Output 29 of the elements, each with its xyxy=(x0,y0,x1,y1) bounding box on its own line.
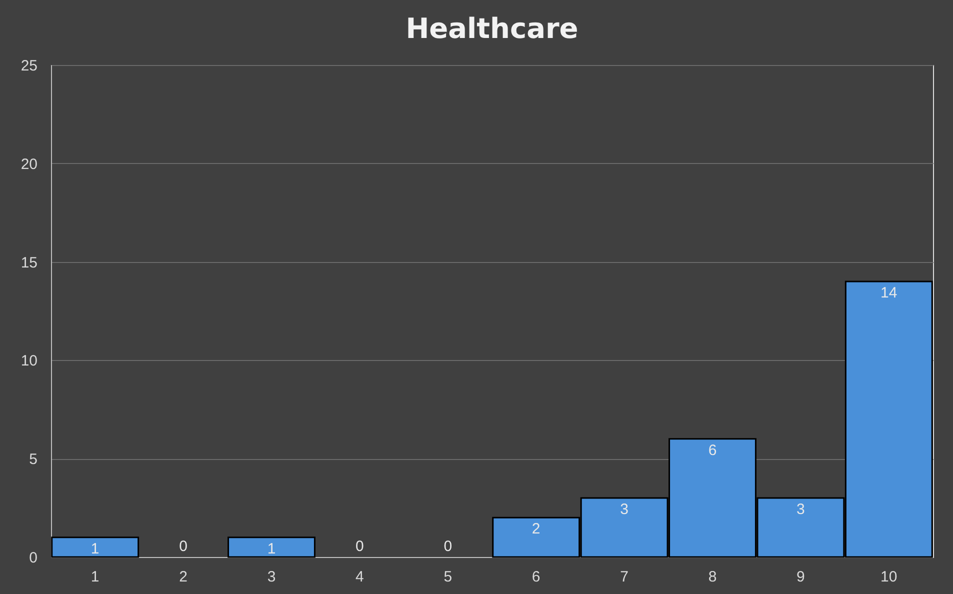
data-label: 14 xyxy=(880,284,898,302)
x-tick-label: 3 xyxy=(267,568,276,586)
data-label: 0 xyxy=(444,538,452,555)
y-tick-label: 5 xyxy=(29,451,38,468)
x-tick-label: 1 xyxy=(90,568,100,586)
x-tick-label: 8 xyxy=(708,568,717,586)
x-tick-label: 7 xyxy=(620,568,628,586)
x-tick-label: 5 xyxy=(444,568,452,586)
bar xyxy=(228,536,316,558)
data-label: 3 xyxy=(620,500,628,518)
x-tick-label: 4 xyxy=(356,568,364,586)
y-tick-label: 15 xyxy=(20,254,38,272)
data-label: 0 xyxy=(179,538,188,555)
x-tick-label: 9 xyxy=(796,568,805,586)
y-tick-label: 10 xyxy=(20,352,38,370)
data-label: 3 xyxy=(796,500,805,518)
data-label: 1 xyxy=(90,540,100,558)
x-tick-label: 10 xyxy=(880,568,898,586)
y-tick-label: 25 xyxy=(20,58,38,74)
y-tick-label: 0 xyxy=(29,550,38,566)
y-tick-label: 20 xyxy=(20,156,38,173)
x-tick-label: 2 xyxy=(179,568,188,586)
data-label: 6 xyxy=(708,442,717,459)
data-label: 1 xyxy=(267,540,276,558)
data-label: 0 xyxy=(356,538,364,555)
bar xyxy=(51,536,140,558)
chart-title: Healthcare xyxy=(406,12,578,45)
data-label: 2 xyxy=(532,520,540,538)
x-tick-label: 6 xyxy=(532,568,540,586)
